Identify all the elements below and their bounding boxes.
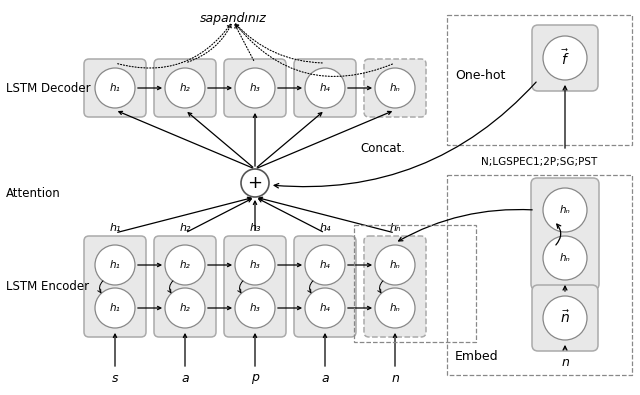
Text: hₙ: hₙ: [390, 83, 401, 93]
Text: hₙ: hₙ: [389, 223, 401, 233]
Text: hₙ: hₙ: [559, 253, 570, 263]
Text: h₂: h₂: [180, 260, 190, 270]
Circle shape: [235, 288, 275, 328]
Text: h₁: h₁: [109, 83, 120, 93]
Text: Concat.: Concat.: [360, 141, 405, 154]
Text: h₁: h₁: [109, 260, 120, 270]
Text: h₄: h₄: [319, 303, 330, 313]
Circle shape: [375, 68, 415, 108]
Text: h₃: h₃: [250, 260, 260, 270]
Circle shape: [241, 169, 269, 197]
FancyBboxPatch shape: [532, 285, 598, 351]
Text: h₂: h₂: [180, 303, 190, 313]
Circle shape: [375, 245, 415, 285]
Text: h₂: h₂: [179, 223, 191, 233]
Circle shape: [95, 245, 135, 285]
Text: n: n: [561, 356, 569, 369]
Circle shape: [235, 68, 275, 108]
Bar: [447, 15, 632, 145]
Circle shape: [165, 288, 205, 328]
Bar: [447, 175, 632, 375]
Text: N;LGSPEC1;2P;SG;PST: N;LGSPEC1;2P;SG;PST: [481, 157, 597, 167]
Text: $\vec{f}$: $\vec{f}$: [561, 48, 570, 68]
Text: h₂: h₂: [180, 83, 190, 93]
Text: sapandınız: sapandınız: [200, 11, 266, 24]
FancyBboxPatch shape: [224, 236, 286, 337]
Text: hₙ: hₙ: [390, 260, 401, 270]
Text: a: a: [181, 372, 189, 384]
Text: h₄: h₄: [319, 83, 330, 93]
FancyBboxPatch shape: [84, 59, 146, 117]
Circle shape: [305, 245, 345, 285]
Text: One-hot: One-hot: [455, 68, 506, 81]
Text: hₙ: hₙ: [559, 205, 570, 215]
Circle shape: [165, 245, 205, 285]
Circle shape: [95, 288, 135, 328]
FancyBboxPatch shape: [154, 59, 216, 117]
Text: Attention: Attention: [6, 186, 61, 199]
Text: h₃: h₃: [249, 223, 260, 233]
FancyBboxPatch shape: [294, 59, 356, 117]
FancyBboxPatch shape: [532, 25, 598, 91]
Text: n: n: [391, 372, 399, 384]
FancyBboxPatch shape: [364, 236, 426, 337]
Text: h₁: h₁: [109, 223, 121, 233]
FancyBboxPatch shape: [224, 59, 286, 117]
Text: s: s: [112, 372, 118, 384]
Circle shape: [305, 288, 345, 328]
Circle shape: [305, 68, 345, 108]
Text: $\vec{n}$: $\vec{n}$: [560, 310, 570, 326]
Circle shape: [235, 245, 275, 285]
FancyBboxPatch shape: [294, 236, 356, 337]
Text: h₃: h₃: [250, 83, 260, 93]
Text: hₙ: hₙ: [390, 303, 401, 313]
Text: p: p: [251, 372, 259, 384]
FancyBboxPatch shape: [364, 59, 426, 117]
Text: Embed: Embed: [455, 350, 499, 363]
Text: h₃: h₃: [250, 303, 260, 313]
Text: h₄: h₄: [319, 223, 331, 233]
FancyBboxPatch shape: [531, 178, 599, 290]
Circle shape: [95, 68, 135, 108]
Text: +: +: [248, 174, 262, 192]
Circle shape: [375, 288, 415, 328]
Text: a: a: [321, 372, 329, 384]
Text: h₁: h₁: [109, 303, 120, 313]
Circle shape: [543, 36, 587, 80]
Text: LSTM Encoder: LSTM Encoder: [6, 280, 89, 293]
FancyBboxPatch shape: [154, 236, 216, 337]
Bar: [354, 225, 476, 342]
Text: h₄: h₄: [319, 260, 330, 270]
Circle shape: [165, 68, 205, 108]
Circle shape: [543, 188, 587, 232]
FancyBboxPatch shape: [84, 236, 146, 337]
Circle shape: [543, 236, 587, 280]
Text: LSTM Decoder: LSTM Decoder: [6, 81, 91, 94]
Circle shape: [543, 296, 587, 340]
